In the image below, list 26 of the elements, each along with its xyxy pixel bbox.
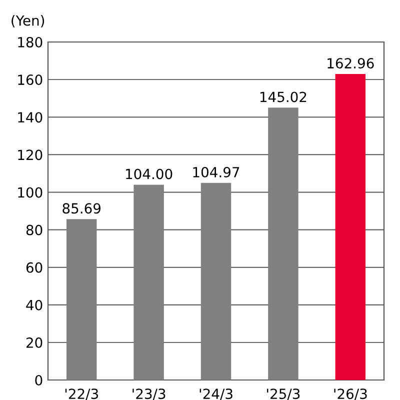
x-tick-label: '24/3 (200, 388, 232, 400)
x-tick-label: '23/3 (132, 388, 166, 400)
y-tick-label: 0 (35, 374, 42, 386)
data-label: 162.96 (328, 58, 374, 69)
y-tick-label: 180 (18, 36, 42, 48)
y-tick-label: 100 (18, 187, 42, 198)
y-axis-title: (Yen) (12, 15, 44, 28)
y-tick-label: 160 (18, 74, 42, 86)
bar (200, 182, 232, 380)
y-tick-label: 20 (26, 337, 42, 348)
y-tick-label: 140 (18, 112, 42, 123)
y-tick-label: 40 (26, 300, 42, 310)
data-label: 104.00 (126, 168, 172, 180)
y-tick-label: 80 (26, 224, 42, 236)
data-label: 145.02 (260, 92, 306, 102)
y-tick-label: 60 (26, 262, 42, 273)
bar (66, 219, 97, 380)
data-label: 85.69 (62, 203, 101, 214)
data-label: 104.97 (193, 166, 240, 178)
y-tick-label: 120 (18, 150, 42, 160)
bar (134, 184, 164, 380)
bar (335, 74, 366, 380)
bar (268, 108, 298, 380)
x-tick-label: '22/3 (65, 388, 98, 400)
x-tick-label: '25/3 (267, 388, 300, 400)
x-tick-label: '26/3 (334, 388, 367, 400)
